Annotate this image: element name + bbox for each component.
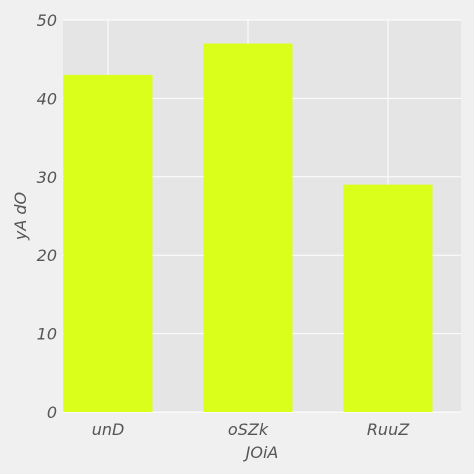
y-tick-labels: 0 10 20 30 40 50 [37,11,57,422]
x-tick-labels: unD oSZk RuuZ [92,420,411,439]
y-tick-label-0: 0 [47,403,57,422]
y-tick-label-4: 40 [37,89,57,108]
y-tick-label-3: 30 [37,168,57,187]
y-tick-label-2: 20 [37,246,57,265]
bar-unD [63,74,153,412]
x-tick-label-2: RuuZ [367,420,410,439]
bars [63,43,433,413]
x-tick-label-1: oSZk [228,420,269,439]
x-tick-label-0: unD [92,420,125,439]
y-axis-label: yA dO [11,192,30,241]
bar-oSZk [203,43,293,413]
x-axis-label: JOiA [243,443,279,462]
y-tick-label-1: 10 [37,325,57,344]
bar-RuuZ [343,184,433,412]
y-tick-label-5: 50 [37,11,57,30]
